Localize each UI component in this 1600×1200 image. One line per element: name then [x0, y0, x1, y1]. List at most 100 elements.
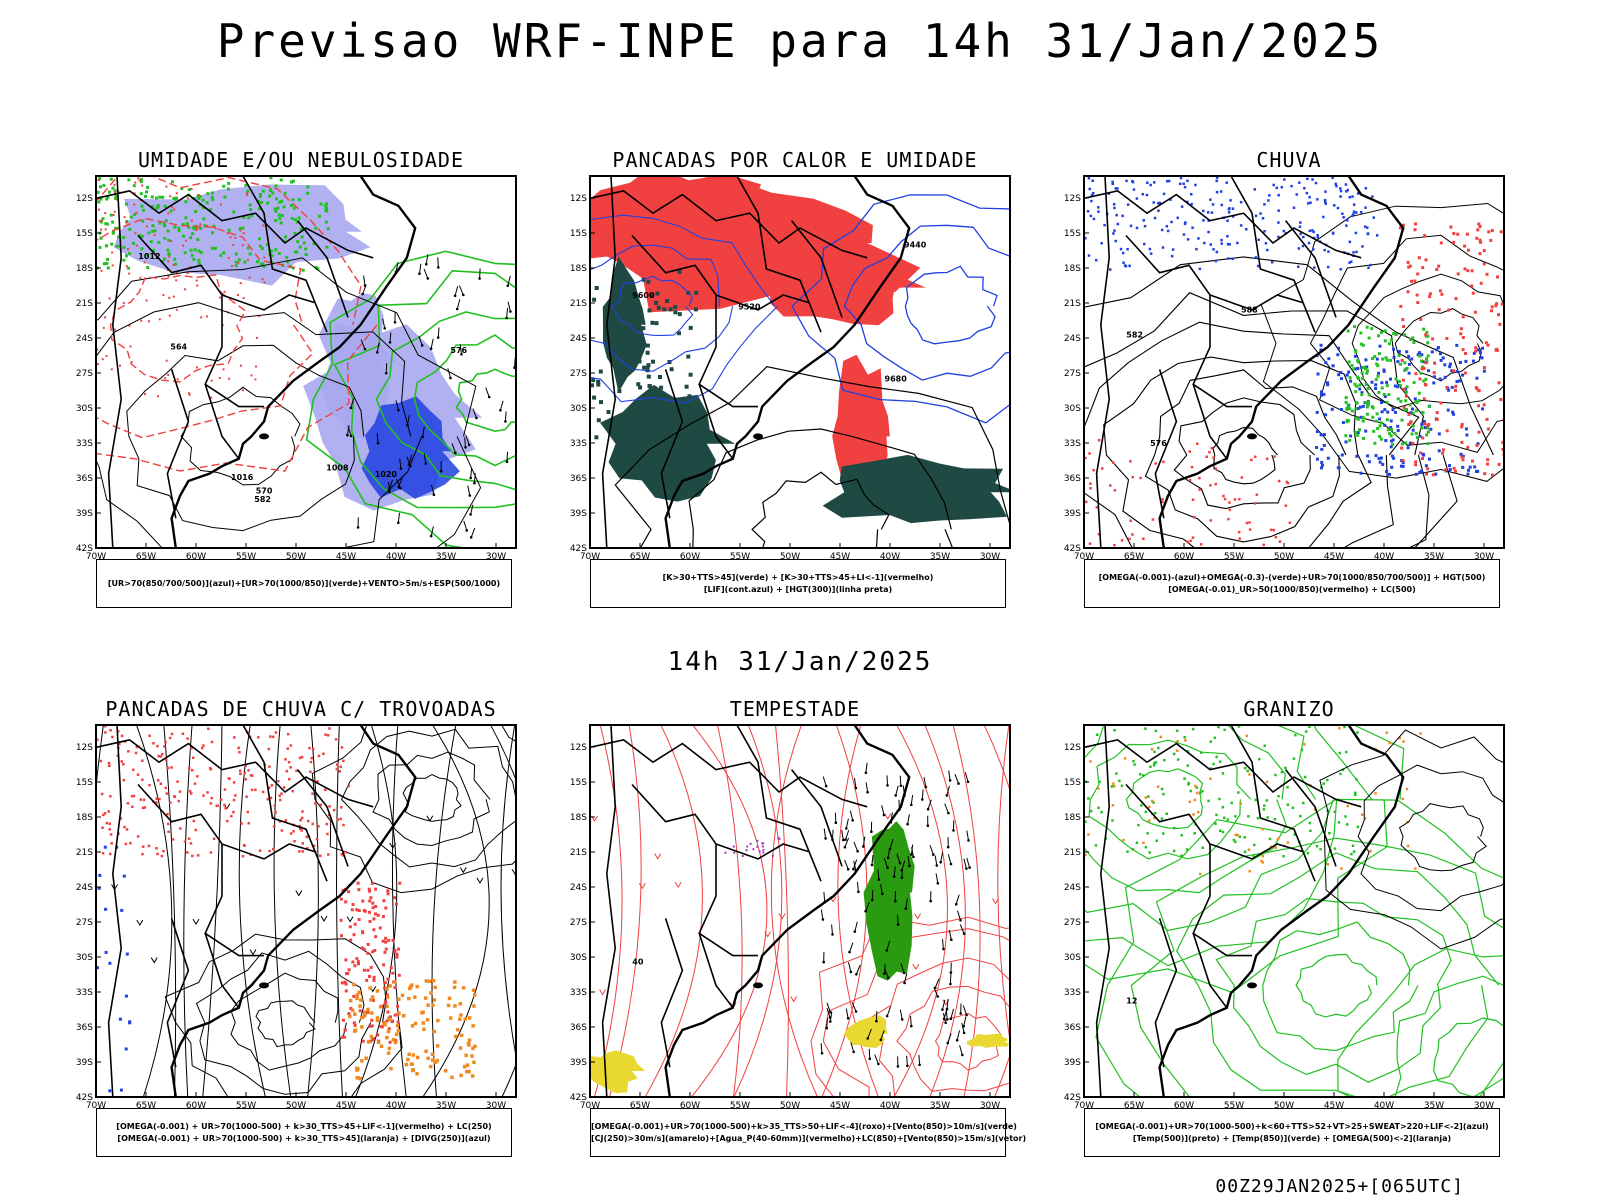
- contour-label: 576: [450, 346, 467, 355]
- lon-tick-label: 35W: [1424, 552, 1444, 562]
- lon-tick-label: 40W: [880, 1101, 900, 1111]
- coastline: [664, 725, 911, 1097]
- lat-tick-label: 33S: [570, 439, 587, 449]
- legend-line: [OMEGA(-0.001)-(azul)+OMEGA(-0.3)-(verde…: [1098, 572, 1486, 582]
- legend-box: [OMEGA(-0.001)+UR>70(1000-500)+k<60+TTS>…: [1084, 1108, 1500, 1157]
- legend-box: [K>30+TTS>45](verde) + [K>30+TTS>45+LI<-…: [590, 559, 1006, 608]
- legend-line: [OMEGA(-0.001) + UR>70(1000-500) + k>30_…: [116, 1121, 492, 1131]
- legend-line: [K>30+TTS>45](verde) + [K>30+TTS>45+LI<-…: [662, 572, 934, 582]
- lon-tick-label: 70W: [1074, 1101, 1094, 1111]
- contour-label: 582: [254, 495, 271, 504]
- panel-title: PANCADAS DE CHUVA C/ TROVOADAS: [105, 697, 497, 721]
- lat-tick-label: 24S: [76, 334, 93, 344]
- map-frame: [95, 175, 517, 549]
- panel-pancadas-calor: PANCADAS POR CALOR E UMIDADE 9600 9520 9440…: [570, 148, 1060, 628]
- lat-tick-label: 30S: [570, 404, 587, 414]
- lat-tick-label: 18S: [76, 264, 93, 274]
- lon-tick-label: 35W: [930, 1101, 950, 1111]
- lat-tick-label: 21S: [570, 848, 587, 858]
- lat-tick-label: 36S: [76, 474, 93, 484]
- panel-tempestade: TEMPESTADE 40 12S 15S 18S 21S 24S 27S 30S 33S 36S 3…: [570, 697, 1060, 1177]
- lat-tick-label: 24S: [76, 883, 93, 893]
- map-layers: 40: [590, 725, 1010, 1097]
- contour-label: 1012: [138, 252, 160, 261]
- lon-tick-label: 70W: [86, 552, 106, 562]
- lat-tick-label: 42S: [1064, 544, 1081, 554]
- lat-tick-label: 21S: [76, 848, 93, 858]
- map-frame: [1083, 724, 1505, 1098]
- run-timestamp: 00Z29JAN2025+[065UTC]: [1215, 1176, 1464, 1197]
- lat-tick-label: 30S: [76, 953, 93, 963]
- panel-title: GRANIZO: [1243, 697, 1335, 721]
- lon-tick-label: 60W: [680, 552, 700, 562]
- lat-tick-label: 18S: [76, 813, 93, 823]
- map-frame: [95, 724, 517, 1098]
- lat-tick-label: 33S: [76, 988, 93, 998]
- coastline: [170, 725, 417, 1097]
- lat-tick-label: 12S: [570, 743, 587, 753]
- contour-label: 588: [1241, 306, 1258, 315]
- lat-tick-label: 36S: [570, 474, 587, 484]
- legend-line: [OMEGA(-0.01)_UR>50(1000/850)(vermelho) …: [1168, 584, 1416, 594]
- lon-tick-label: 65W: [1124, 552, 1144, 562]
- lat-tick-label: 27S: [570, 369, 587, 379]
- coastline: [664, 176, 911, 548]
- lat-tick-label: 27S: [570, 918, 587, 928]
- lon-tick-label: 50W: [286, 1101, 306, 1111]
- contour-label: 12: [1126, 997, 1137, 1006]
- contour-label: 9520: [738, 303, 761, 312]
- lat-tick-label: 27S: [76, 369, 93, 379]
- lon-tick-label: 50W: [1274, 1101, 1294, 1111]
- lon-tick-label: 30W: [980, 552, 1000, 562]
- lat-tick-label: 15S: [1064, 229, 1081, 239]
- panel-chuva: CHUVA 582 576 588 12S 15S 18S 21S 24S 27S 30S 33S 36…: [1064, 148, 1554, 628]
- map-layers: 9600 9520 9440 9680: [590, 176, 1010, 548]
- lat-tick-label: 30S: [76, 404, 93, 414]
- lon-tick-label: 60W: [1174, 552, 1194, 562]
- lat-tick-label: 18S: [570, 264, 587, 274]
- map-plot: 9600 9520 9440 9680 12S 15S 18S 21S 24S 27S 30S 33S…: [570, 175, 1011, 562]
- contour-label: 9680: [885, 374, 908, 383]
- lat-tick-label: 39S: [76, 509, 93, 519]
- contour-label: 564: [170, 342, 187, 351]
- lon-tick-label: 30W: [486, 552, 506, 562]
- legend-line: [OMEGA(-0.001)+UR>70(1000-500)+k>35_TTS>…: [591, 1121, 1017, 1131]
- legend-line: [OMEGA(-0.001) + UR>70(1000-500) + k>30_…: [117, 1133, 491, 1143]
- lat-tick-label: 21S: [570, 299, 587, 309]
- lon-tick-label: 45W: [1324, 552, 1344, 562]
- contour-label: 9440: [904, 240, 927, 249]
- coastline: [1158, 725, 1405, 1097]
- lat-tick-label: 24S: [570, 883, 587, 893]
- lat-tick-label: 27S: [1064, 369, 1081, 379]
- lat-tick-label: 12S: [570, 194, 587, 204]
- panel-granizo: GRANIZO 12 12S 15S 18S 21S 24S 27S 30S 33S 36S 39S 4…: [1064, 697, 1554, 1177]
- map-plot: 582 576 588 12S 15S 18S 21S 24S 27S 30S 33S 36S 39S 4…: [1064, 175, 1505, 562]
- lat-tick-label: 21S: [1064, 299, 1081, 309]
- lon-tick-label: 60W: [680, 1101, 700, 1111]
- lon-tick-label: 55W: [236, 1101, 256, 1111]
- lon-tick-label: 30W: [1474, 1101, 1494, 1111]
- lat-tick-label: 27S: [1064, 918, 1081, 928]
- lat-tick-label: 24S: [1064, 334, 1081, 344]
- lon-tick-label: 45W: [1324, 1101, 1344, 1111]
- lon-tick-label: 50W: [780, 552, 800, 562]
- contour-label: 9600: [632, 291, 655, 300]
- lon-tick-label: 55W: [730, 552, 750, 562]
- contour-label: 1020: [375, 470, 398, 479]
- lon-tick-label: 65W: [630, 552, 650, 562]
- lon-tick-label: 35W: [436, 1101, 456, 1111]
- lat-tick-label: 24S: [570, 334, 587, 344]
- panel-umidade: UMIDADE E/OU NEBULOSIDADE 1012 1008 1016 102…: [76, 148, 566, 628]
- legend-box: [OMEGA(-0.001)-(azul)+OMEGA(-0.3)-(verde…: [1084, 559, 1500, 608]
- map-layers: 12: [1084, 725, 1504, 1097]
- lon-tick-label: 40W: [386, 1101, 406, 1111]
- lat-tick-label: 12S: [76, 743, 93, 753]
- lat-tick-label: 39S: [1064, 1058, 1081, 1068]
- lat-tick-label: 30S: [570, 953, 587, 963]
- lon-tick-label: 50W: [286, 552, 306, 562]
- lon-tick-label: 50W: [1274, 552, 1294, 562]
- panel-pancadas-trovoadas: PANCADAS DE CHUVA C/ TROVOADAS 12S 15S 18S 2…: [76, 697, 566, 1177]
- lat-tick-label: 36S: [76, 1023, 93, 1033]
